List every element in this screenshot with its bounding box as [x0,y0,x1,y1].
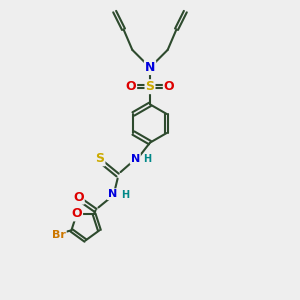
Text: S: S [95,152,104,165]
Text: O: O [125,80,136,93]
Text: N: N [131,154,140,164]
Text: Br: Br [52,230,66,240]
Text: S: S [146,80,154,93]
Text: O: O [73,190,84,204]
Text: O: O [164,80,175,93]
Text: N: N [145,61,155,74]
Text: N: N [108,189,117,199]
Text: H: H [121,190,129,200]
Text: H: H [143,154,152,164]
Text: O: O [71,207,82,220]
